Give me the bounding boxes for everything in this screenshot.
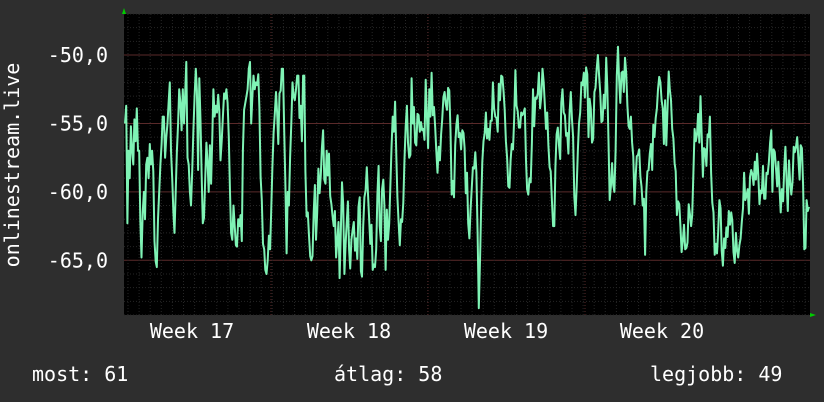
- x-axis-arrow-icon: [810, 313, 816, 317]
- grid: [124, 13, 810, 316]
- x-tick-label: Week 17: [150, 319, 234, 343]
- y-axis-title: onlinestream.live: [0, 62, 24, 268]
- y-tick-label: -55,0: [48, 111, 108, 135]
- stat-current: most: 61: [32, 362, 129, 386]
- x-tick-label: Week 19: [464, 319, 548, 343]
- x-tick-labels: Week 17 Week 18 Week 19 Week 20: [150, 319, 704, 343]
- y-axis-arrow-icon: [122, 8, 126, 14]
- y-tick-labels: -50,0 -55,0 -60,0 -65,0: [48, 43, 108, 272]
- y-tick-label: -65,0: [48, 248, 108, 272]
- data-line: [124, 45, 810, 310]
- x-tick-label: Week 20: [620, 319, 704, 343]
- y-tick-label: -60,0: [48, 180, 108, 204]
- stat-average: átlag: 58: [334, 362, 443, 386]
- stat-best: legjobb: 49: [650, 362, 783, 386]
- y-tick-label: -50,0: [48, 43, 108, 67]
- x-tick-label: Week 18: [307, 319, 391, 343]
